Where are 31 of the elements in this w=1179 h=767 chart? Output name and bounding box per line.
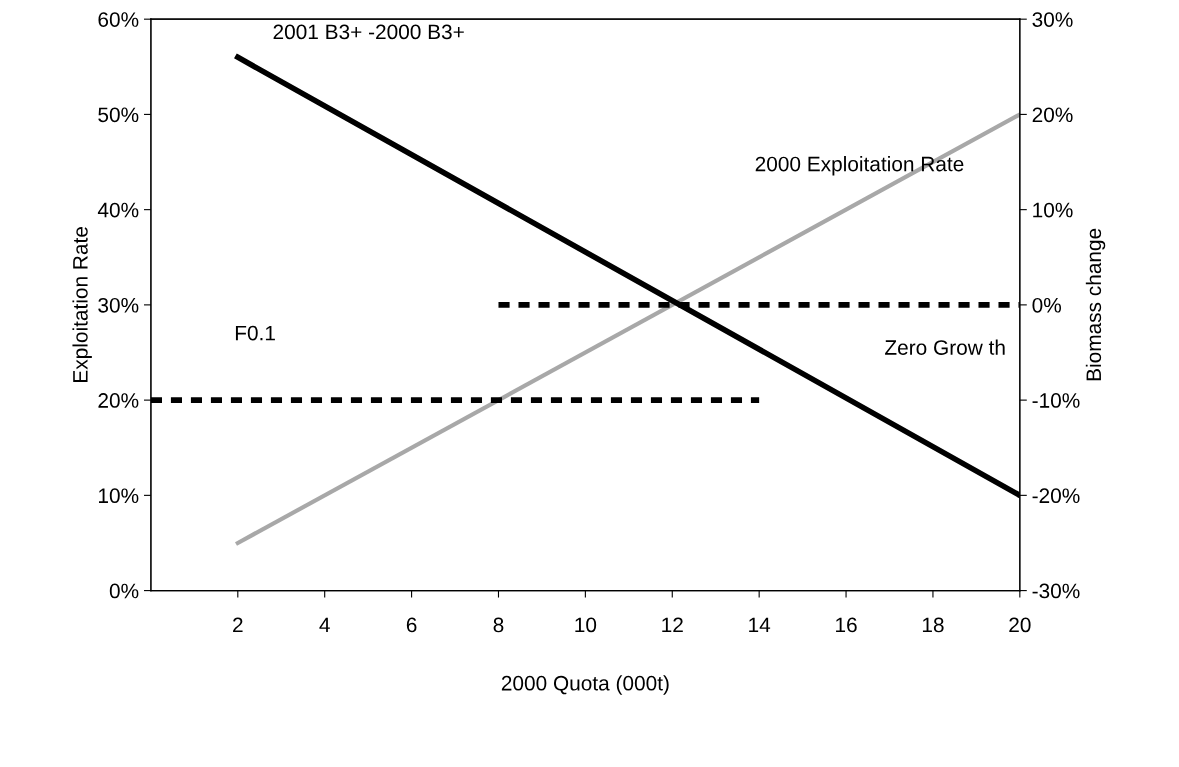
- x-tick-label: 20: [1009, 617, 1031, 633]
- y2-tick-label: 20%: [1032, 107, 1073, 123]
- y2-tick-label: -20%: [1032, 488, 1080, 504]
- x-tick-label: 12: [662, 617, 683, 633]
- x-tick-label: 2: [233, 617, 243, 633]
- x-tick-label: 14: [749, 617, 771, 633]
- series-label: 2000 Exploitation Rate: [755, 156, 964, 176]
- y2-tick-label: -10%: [1032, 393, 1080, 408]
- x-tick-label: 18: [922, 617, 944, 633]
- y-tick-label: 60%: [98, 12, 139, 27]
- y-tick-label: 10%: [99, 488, 139, 504]
- x-tick-label: 16: [836, 617, 857, 633]
- y-tick-label: 20%: [98, 393, 139, 408]
- y2-tick-label: 30%: [1032, 12, 1073, 27]
- y-tick-label: 0%: [109, 583, 139, 599]
- x-tick-label: 4: [319, 617, 330, 633]
- x-tick-label: 8: [493, 617, 504, 633]
- y2-axis-title: Biomass change: [1085, 228, 1106, 381]
- x-tick-label: 6: [406, 617, 417, 633]
- y-tick-label: 40%: [97, 202, 139, 218]
- y-axis-title: Exploitation Rate: [72, 227, 92, 382]
- y-tick-label: 50%: [98, 107, 139, 123]
- text: F0.1: [235, 325, 275, 341]
- series-label: 2001 B3+ -2000 B3+: [273, 24, 464, 40]
- series-label: Zero Grow th: [885, 339, 1005, 355]
- x-axis-title: 2000 Quota (000t): [501, 675, 669, 695]
- y2-tick-label: 10%: [1033, 202, 1073, 218]
- y2-tick-label: 0%: [1032, 297, 1062, 313]
- x-tick-label: 10: [575, 617, 597, 633]
- y-tick-label: 30%: [98, 297, 139, 313]
- y2-tick-label: -30%: [1032, 583, 1080, 599]
